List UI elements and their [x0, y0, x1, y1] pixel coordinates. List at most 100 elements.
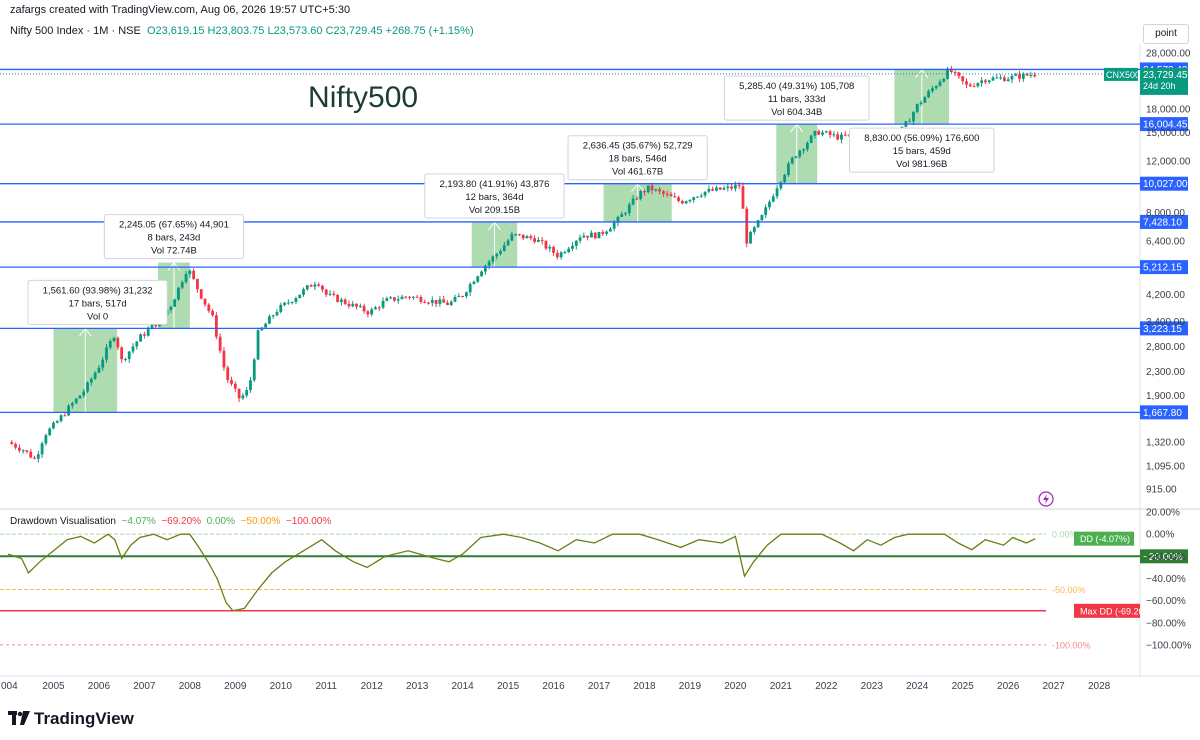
candle-body: [578, 237, 582, 241]
candle-body: [934, 86, 938, 89]
level-label-6: 1,667.80: [1143, 408, 1182, 419]
level-label-bg-5: [1140, 321, 1188, 336]
dd-reference-label-1: -50.00%: [1052, 585, 1086, 595]
price-tick-label-10: 1,900.00: [1146, 391, 1185, 402]
candle-body: [510, 234, 514, 241]
level-label-1: 16,004.45: [1143, 120, 1188, 131]
range-callout-line-2-0: 2,193.80 (41.91%) 43,876: [440, 179, 550, 190]
candle-body: [775, 188, 779, 197]
candle-body: [1002, 77, 1006, 82]
candle-body: [302, 289, 305, 295]
candle-body: [222, 350, 226, 368]
candle-body: [427, 302, 430, 304]
symbol-tag-bg: [1104, 67, 1138, 81]
time-tick-label-2: 2006: [88, 681, 111, 692]
candle-body: [514, 234, 518, 236]
time-tick-label-3: 2007: [133, 681, 156, 692]
candle-body: [313, 284, 317, 287]
candle-body: [139, 334, 142, 342]
candle-body: [230, 380, 233, 384]
candle-body: [453, 297, 457, 302]
drawdown-legend-zero: 0.00%: [206, 516, 235, 527]
candle-body: [377, 307, 381, 309]
candle-body: [476, 276, 480, 282]
candle-body: [540, 239, 544, 242]
candle-body: [669, 194, 673, 197]
candle-body: [908, 121, 912, 123]
max-dd-label-bg: [1074, 603, 1140, 618]
candle-body: [662, 191, 665, 194]
candle-body: [915, 104, 919, 113]
candle-body: [36, 454, 40, 459]
candle-body: [968, 84, 972, 87]
candle-body: [1033, 75, 1037, 77]
candle-body: [927, 91, 931, 98]
candle-body: [752, 227, 756, 232]
range-callout-line-3-1: 18 bars, 546d: [609, 154, 667, 165]
candle-body: [756, 220, 760, 228]
last-price-countdown: 24d 20h: [1143, 81, 1176, 91]
candle-body: [71, 403, 74, 406]
symbol-legend[interactable]: Nifty 500 Index · 1M · NSE O23,619.15 H2…: [10, 25, 474, 37]
candle-body: [828, 131, 832, 135]
candle-body: [317, 284, 321, 286]
candle-body: [665, 193, 669, 195]
candle-body: [586, 235, 590, 238]
candle-body: [627, 204, 631, 214]
candle-body: [199, 289, 203, 299]
time-tick-label-10: 2014: [451, 681, 474, 692]
candle-body: [294, 298, 298, 303]
candle-body: [127, 351, 131, 360]
candle-body: [502, 245, 506, 252]
candle-body: [108, 341, 112, 348]
candle-body: [370, 309, 374, 315]
price-tick-label-1: 18,000.00: [1146, 105, 1191, 116]
candle-body: [976, 83, 980, 87]
current-dd-label-bg: [1074, 531, 1134, 546]
ohlc-high: H23,803.75: [207, 25, 265, 37]
price-tick-label-12: 1,095.00: [1146, 461, 1185, 472]
dd-threshold-label-bg: [1140, 549, 1188, 564]
time-tick-label-8: 2012: [361, 681, 384, 692]
candle-body: [571, 245, 574, 249]
candle-body: [237, 388, 241, 399]
created-with-credit: zafargs created with TradingView.com, Au…: [10, 4, 351, 16]
candle-body: [480, 271, 483, 277]
candle-body: [55, 421, 59, 423]
candle-body: [635, 198, 639, 200]
candle-body: [593, 232, 597, 239]
candle-body: [400, 296, 404, 300]
candle-body: [112, 337, 116, 342]
candle-body: [105, 347, 108, 360]
dd-reference-label-3: -100.00%: [1052, 640, 1091, 650]
candle-body: [483, 265, 487, 272]
candle-body: [680, 200, 684, 204]
time-tick-label-12: 2016: [542, 681, 565, 692]
dd-tick-label-4: −60.00%: [1146, 596, 1186, 607]
candle-body: [169, 306, 173, 310]
level-label-5: 3,223.15: [1143, 324, 1182, 335]
price-scale-mode-button[interactable]: point: [1143, 24, 1189, 44]
candle-body: [643, 190, 646, 193]
candle-body: [192, 270, 196, 279]
candle-body: [582, 235, 586, 238]
candle-body: [711, 188, 715, 191]
candle-body: [953, 72, 957, 74]
time-tick-label-16: 2020: [724, 681, 747, 692]
price-tick-label-3: 12,000.00: [1146, 156, 1191, 167]
candle-body: [415, 296, 419, 298]
drawdown-legend[interactable]: Drawdown Visualisation −4.07% −69.20% 0.…: [10, 516, 331, 527]
candle-body: [506, 240, 510, 246]
candle-body: [457, 296, 461, 298]
candle-body: [555, 252, 559, 258]
candle-body: [180, 282, 184, 288]
candle-body: [654, 189, 658, 191]
candle-body: [203, 298, 207, 305]
alert-bolt-glyph: [1043, 494, 1049, 504]
ohlc-low: L23,573.60: [267, 25, 323, 37]
candle-body: [836, 134, 840, 140]
price-tick-label-13: 915.00: [1146, 484, 1177, 495]
candle-body: [309, 285, 313, 287]
candle-body: [722, 188, 726, 190]
